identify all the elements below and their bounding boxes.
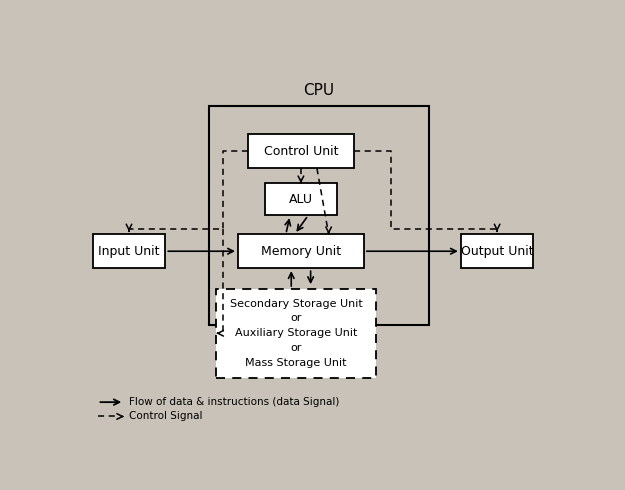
Text: Control Unit: Control Unit <box>264 145 338 158</box>
Text: Secondary Storage Unit
or
Auxiliary Storage Unit
or
Mass Storage Unit: Secondary Storage Unit or Auxiliary Stor… <box>230 299 362 368</box>
Text: Input Unit: Input Unit <box>98 245 160 258</box>
Text: Control Signal: Control Signal <box>129 412 202 421</box>
FancyBboxPatch shape <box>92 234 165 268</box>
Text: Output Unit: Output Unit <box>461 245 533 258</box>
Text: ALU: ALU <box>289 193 313 206</box>
FancyBboxPatch shape <box>248 134 354 168</box>
FancyBboxPatch shape <box>238 234 364 268</box>
FancyBboxPatch shape <box>461 234 534 268</box>
FancyBboxPatch shape <box>216 289 376 378</box>
FancyBboxPatch shape <box>264 183 338 216</box>
Text: Flow of data & instructions (data Signal): Flow of data & instructions (data Signal… <box>129 397 339 407</box>
Text: Memory Unit: Memory Unit <box>261 245 341 258</box>
Text: CPU: CPU <box>304 83 334 98</box>
